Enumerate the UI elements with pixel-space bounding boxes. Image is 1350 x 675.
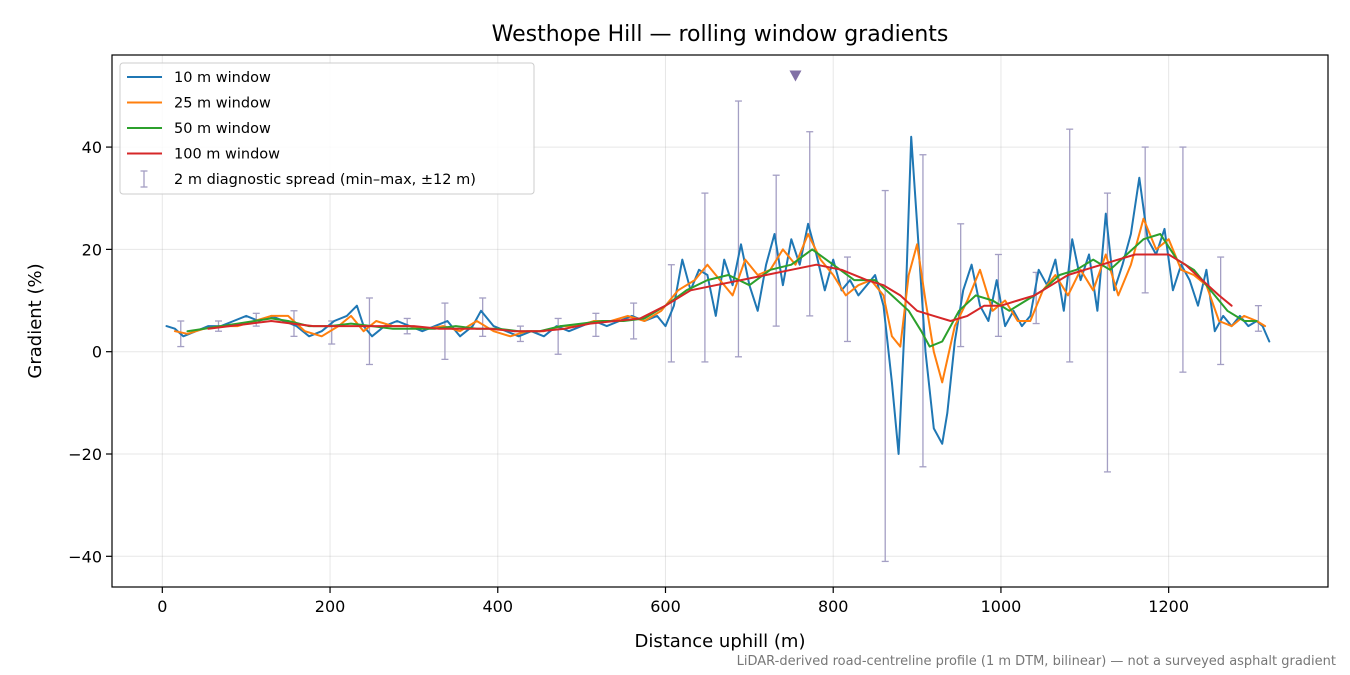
y-axis-label: Gradient (%): [25, 263, 46, 378]
footnote: LiDAR-derived road-centreline profile (1…: [737, 654, 1336, 669]
x-tick-label: 600: [650, 597, 681, 616]
y-tick-label: 40: [82, 138, 102, 157]
x-tick-label: 0: [157, 597, 167, 616]
y-tick-label: −40: [68, 547, 102, 566]
legend-label: 2 m diagnostic spread (min–max, ±12 m): [174, 172, 476, 188]
legend-frame: [119, 62, 535, 195]
series-line-4: [207, 253, 1233, 333]
x-tick-label: 200: [315, 597, 346, 616]
axes: 0 200 400 600 800 1000 1200 −40 −20 0 20 40: [68, 138, 1189, 616]
plot-frame: [111, 54, 1329, 588]
legend-label: 10 m window: [174, 70, 271, 86]
x-tick-label: 800: [818, 597, 849, 616]
y-tick-label: 20: [82, 240, 102, 259]
legend-label: 100 m window: [174, 147, 280, 163]
peak-marker: [789, 70, 802, 82]
series-line-2: [173, 217, 1267, 384]
legend: 10 m window 25 m window 50 m window 100 m w…: [119, 62, 535, 195]
y-tick-label: 0: [92, 343, 102, 362]
plot-area: [165, 70, 1271, 563]
x-tick-label: 1000: [981, 597, 1022, 616]
x-tick-label: 400: [482, 597, 513, 616]
x-tick-label: 1200: [1148, 597, 1189, 616]
x-axis-label: Distance uphill (m): [635, 631, 806, 652]
legend-label: 25 m window: [174, 96, 271, 112]
y-tick-label: −20: [68, 445, 102, 464]
chart-title: Westhope Hill — rolling window gradients: [492, 22, 949, 47]
legend-label: 50 m window: [174, 121, 271, 137]
